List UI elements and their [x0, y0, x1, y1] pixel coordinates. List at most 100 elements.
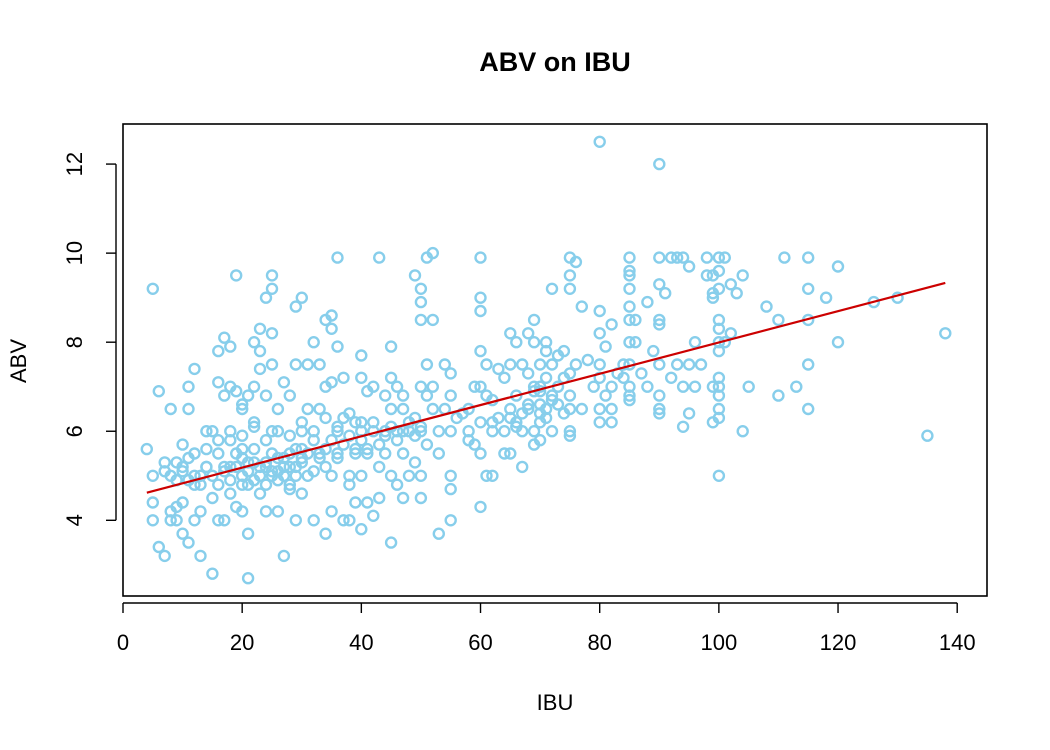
- data-point: [337, 438, 350, 451]
- data-point: [516, 358, 529, 371]
- data-point: [152, 385, 166, 398]
- data-point: [569, 255, 583, 269]
- data-point: [379, 389, 392, 402]
- data-point: [426, 380, 439, 393]
- data-point: [623, 269, 636, 282]
- data-point: [349, 442, 362, 456]
- data-point: [694, 358, 708, 371]
- data-point: [653, 251, 666, 264]
- data-point: [700, 251, 714, 264]
- y-axis: 4 6 8 10 12: [62, 152, 117, 526]
- data-point: [188, 447, 201, 460]
- data-point: [146, 282, 160, 295]
- data-point: [283, 460, 296, 474]
- data-point: [712, 251, 726, 264]
- data-point: [527, 336, 541, 349]
- data-point: [426, 246, 439, 260]
- data-point: [593, 358, 606, 371]
- data-point: [379, 447, 392, 460]
- data-point: [229, 269, 243, 282]
- data-point: [265, 425, 279, 438]
- data-point: [325, 376, 338, 389]
- data-point: [468, 438, 481, 451]
- data-point: [569, 358, 583, 371]
- data-point: [653, 278, 666, 291]
- data-point: [289, 358, 302, 371]
- data-point: [498, 371, 511, 384]
- data-point: [349, 416, 362, 429]
- data-point: [277, 549, 291, 563]
- data-point: [283, 389, 296, 402]
- data-point: [253, 344, 267, 358]
- data-point: [355, 469, 368, 482]
- data-point: [533, 358, 547, 371]
- data-point: [623, 336, 636, 349]
- data-point: [277, 460, 291, 474]
- data-point: [146, 469, 160, 482]
- data-point: [647, 344, 660, 358]
- data-point: [605, 416, 618, 429]
- data-point: [283, 478, 296, 491]
- data-point: [241, 389, 255, 402]
- data-point: [545, 425, 559, 438]
- data-point: [355, 434, 368, 447]
- data-point: [361, 447, 374, 460]
- data-point: [653, 313, 666, 327]
- data-point: [653, 358, 666, 371]
- data-point: [831, 260, 845, 273]
- data-point: [307, 425, 320, 438]
- data-point: [587, 380, 600, 393]
- data-point: [539, 344, 553, 358]
- data-point: [325, 505, 338, 518]
- data-point: [617, 358, 630, 371]
- data-point: [653, 402, 666, 416]
- data-point: [551, 398, 565, 411]
- data-point: [444, 469, 457, 482]
- data-point: [563, 402, 577, 416]
- data-point: [212, 478, 225, 491]
- data-point: [504, 327, 517, 340]
- data-point: [361, 442, 374, 456]
- data-point: [623, 300, 636, 313]
- data-point: [772, 389, 785, 402]
- data-point: [259, 291, 273, 304]
- y-tick-label: 10: [62, 241, 87, 265]
- data-point: [152, 540, 166, 554]
- data-point: [700, 269, 714, 282]
- data-point: [426, 402, 439, 416]
- data-point: [510, 336, 523, 349]
- data-point: [486, 469, 499, 482]
- data-point: [218, 389, 231, 402]
- data-point: [396, 389, 410, 402]
- data-point: [474, 380, 487, 393]
- data-point: [289, 300, 302, 313]
- data-point: [235, 402, 249, 416]
- data-point: [665, 251, 678, 264]
- data-point: [170, 514, 183, 527]
- data-point: [623, 393, 636, 407]
- data-point: [676, 380, 690, 393]
- data-point: [480, 358, 493, 371]
- data-point: [283, 429, 296, 442]
- data-point: [390, 380, 404, 393]
- plot-frame: [122, 123, 988, 597]
- x-axis: 0 20 40 60 80 100 120 140: [117, 602, 976, 655]
- data-point: [682, 407, 696, 420]
- data-point: [319, 442, 332, 456]
- data-point: [235, 398, 249, 411]
- data-point: [414, 282, 428, 295]
- data-point: [629, 336, 642, 349]
- data-point: [480, 469, 493, 482]
- data-point: [563, 389, 577, 402]
- data-point: [444, 389, 457, 402]
- data-point: [182, 380, 195, 393]
- data-point: [402, 469, 416, 482]
- data-point: [802, 402, 815, 416]
- data-point: [545, 358, 559, 371]
- data-point: [671, 251, 684, 264]
- data-point: [373, 251, 386, 264]
- x-tick-label: 60: [468, 630, 492, 655]
- data-point: [212, 434, 225, 447]
- data-point: [420, 389, 434, 402]
